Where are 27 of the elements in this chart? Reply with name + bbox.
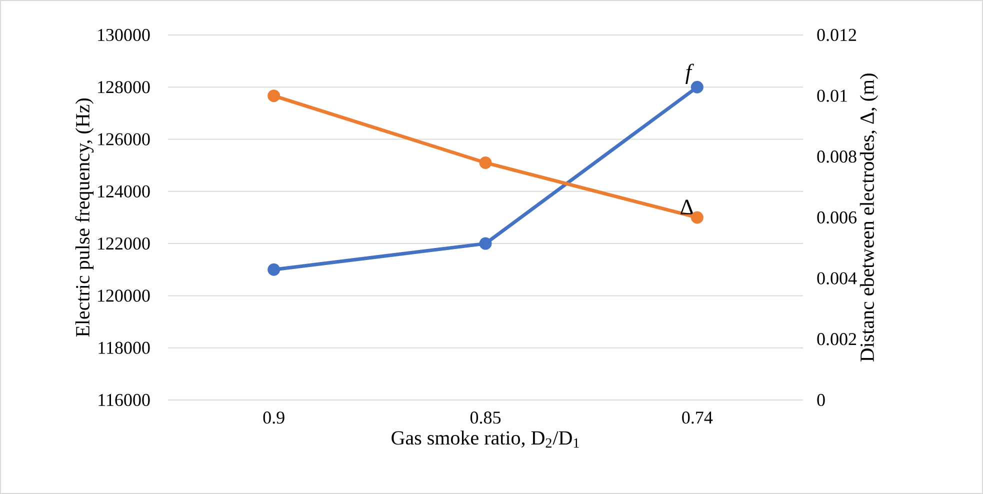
point <box>479 237 492 250</box>
y2-tick-label: 0.006 <box>817 211 856 224</box>
y2-tick-label: 0.008 <box>817 150 856 163</box>
x-tick-label: 0.74 <box>682 412 713 424</box>
point <box>268 263 280 276</box>
y-tick-label: 120000 <box>98 290 150 302</box>
y2-tick-label: 0.004 <box>817 272 857 284</box>
y2-tick-label: 0.012 <box>817 28 856 42</box>
point <box>479 156 492 169</box>
y2-tick-label: 0 <box>817 394 825 406</box>
y-tick-label: 122000 <box>98 237 150 250</box>
y-tick-label: 124000 <box>98 185 150 198</box>
x-tick-label: 0.9 <box>263 412 284 424</box>
x-tick-label: 0.85 <box>470 412 501 424</box>
x-axis-title: Gas smoke ratio, D$_{2}$/D$_{1}$ <box>392 430 579 448</box>
y2-tick-label: 0.01 <box>817 90 847 102</box>
y2-tick-label: 0.002 <box>817 333 856 346</box>
y2-axis-title: Distanc ebetween electrodes, Δ, (m) <box>860 74 878 362</box>
y-tick-label: 130000 <box>98 28 150 42</box>
series-label: Δ <box>680 200 694 214</box>
y-axis-title: Electric pulse frequency, (Hz) <box>75 98 94 337</box>
point <box>268 90 280 102</box>
y-tick-label: 116000 <box>98 394 150 406</box>
y-tick-label: 126000 <box>98 133 150 146</box>
y-tick-label: 128000 <box>98 81 150 94</box>
series-label: f <box>686 64 694 84</box>
y-tick-label: 118000 <box>98 342 150 354</box>
